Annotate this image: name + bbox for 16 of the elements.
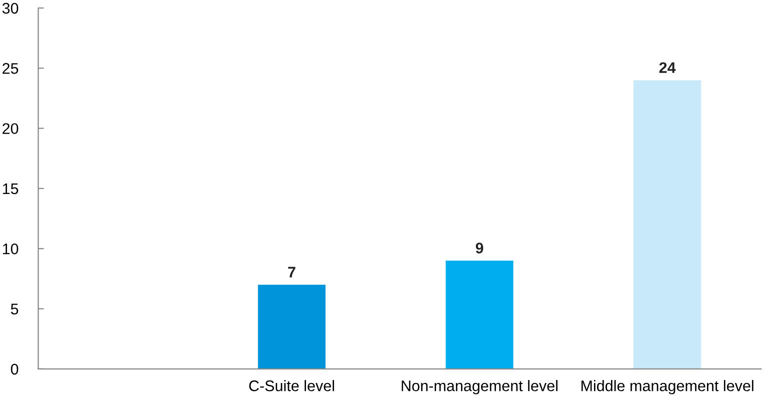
y-tick-label: 20 — [2, 123, 18, 134]
data-label: 24 — [659, 62, 676, 73]
y-tick-label: 10 — [2, 243, 18, 254]
bar — [258, 284, 326, 369]
y-tick-label: 30 — [2, 2, 18, 14]
x-tick-label: C-Suite level — [249, 380, 334, 392]
y-tick-label: 25 — [2, 63, 18, 74]
y-tick-label: 0 — [10, 364, 18, 375]
data-label: 7 — [288, 266, 296, 278]
data-label: 9 — [476, 242, 484, 254]
x-tick-label: Middle management level — [582, 380, 754, 394]
bar — [633, 80, 702, 369]
bar — [446, 260, 514, 369]
y-tick-label: 15 — [2, 183, 18, 194]
y-tick-label: 5 — [10, 304, 18, 314]
x-tick-label: Non-management level — [402, 380, 558, 394]
